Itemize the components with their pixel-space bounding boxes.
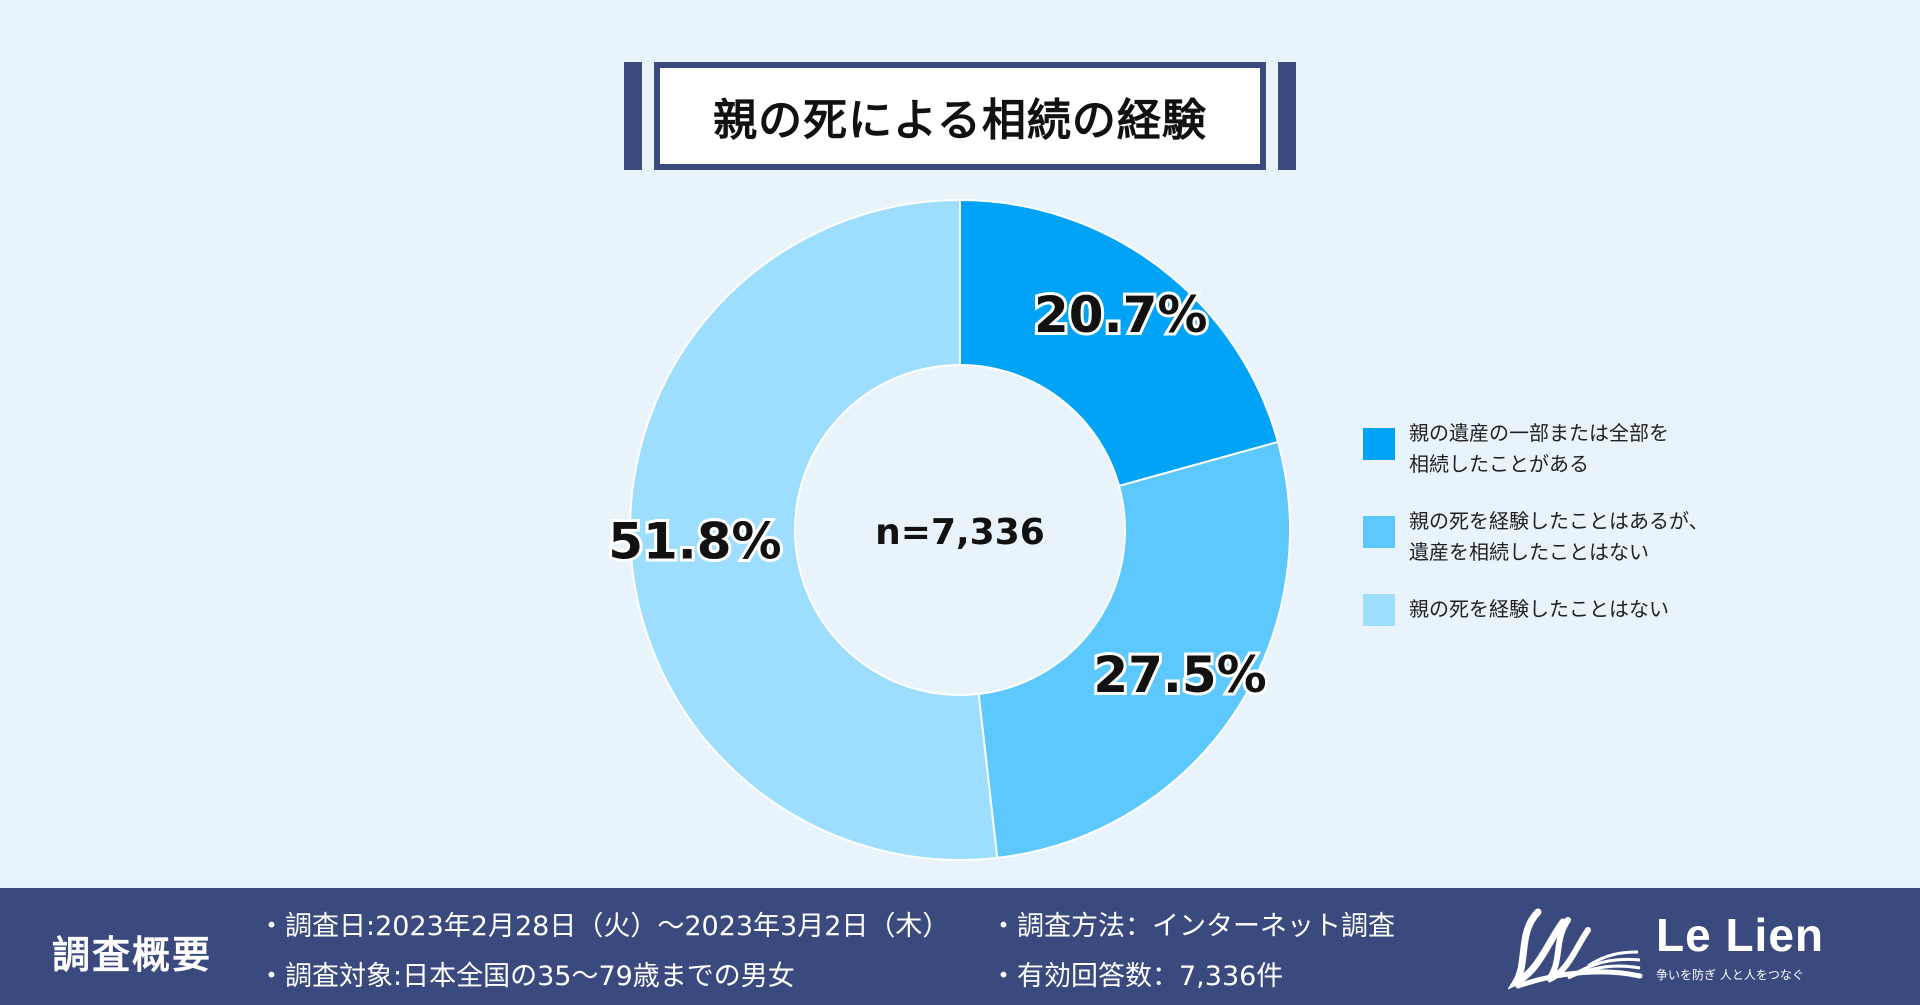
slice-not-inherited [977, 440, 1291, 859]
legend-swatch-not-inherited [1363, 516, 1395, 548]
survey-summary-footer: 調査概要 ・調査日:2023年2月28日（火）〜2023年3月2日（木） ・調査… [0, 888, 1920, 1005]
slice-no-experience-label: 51.8% [608, 513, 781, 571]
legend-label-inherited-line2: 相続したことがある [1409, 452, 1589, 476]
logo-wordmark: Le Lien [1656, 909, 1825, 961]
sample-size-label: n=7,336 [875, 512, 1045, 553]
title-right-bar [1278, 62, 1296, 170]
legend-label-inherited-line1: 親の遺産の一部または全部を [1409, 421, 1669, 445]
slice-not-inherited-label: 27.5% [1093, 646, 1266, 704]
slice-inherited-label: 20.7% [1034, 286, 1207, 344]
title-left-bar [624, 62, 642, 170]
title-box: 親の死による相続の経験 [654, 62, 1266, 170]
legend-label-not-inherited-line1: 親の死を経験したことはあるが、 [1409, 509, 1709, 533]
chart-legend: 親の遺産の一部または全部を 相続したことがある 親の死を経験したことはあるが、 … [1363, 418, 1783, 654]
logo-tagline: 争いを防ぎ 人と人をつなぐ [1656, 968, 1804, 982]
lelien-logo: Le Lien 争いを防ぎ 人と人をつなぐ [1507, 902, 1868, 994]
legend-swatch-no-experience [1363, 594, 1395, 626]
survey-summary-heading: 調査概要 [52, 933, 213, 977]
legend-item-no-experience: 親の死を経験したことはない [1363, 594, 1783, 628]
legend-label-not-inherited-line2: 遺産を相続したことはない [1409, 540, 1649, 564]
chart-title-frame: 親の死による相続の経験 [624, 62, 1296, 170]
legend-item-not-inherited: 親の死を経験したことはあるが、 遺産を相続したことはない [1363, 506, 1783, 568]
legend-swatch-inherited [1363, 428, 1395, 460]
chart-title: 親の死による相続の経験 [660, 68, 1260, 164]
slice-no-experience [629, 198, 999, 861]
legend-label-no-experience: 親の死を経験したことはない [1409, 597, 1669, 621]
survey-target: ・調査対象:日本全国の35〜79歳までの男女 [258, 961, 795, 992]
survey-date: ・調査日:2023年2月28日（火）〜2023年3月2日（木） [258, 911, 950, 942]
survey-method: ・調査方法：インターネット調査 [990, 911, 1395, 942]
lelien-logo-icon [1507, 908, 1643, 990]
donut-chart: 20.7% 27.5% 51.8% n=7,336 [605, 198, 1291, 861]
slice-inherited [959, 198, 1280, 488]
survey-responses: ・有効回答数：7,336件 [990, 961, 1284, 992]
legend-item-inherited: 親の遺産の一部または全部を 相続したことがある [1363, 418, 1783, 480]
